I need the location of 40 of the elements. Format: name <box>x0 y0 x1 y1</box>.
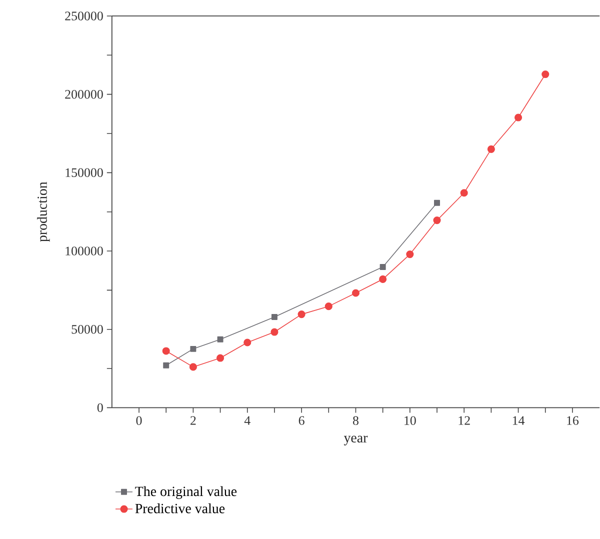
x-tick-label: 10 <box>404 416 416 426</box>
point <box>433 216 441 224</box>
point <box>514 114 522 122</box>
x-tick-label: 14 <box>512 416 525 425</box>
x-tick-label: 8 <box>353 416 358 426</box>
x-axis-title: year <box>344 436 368 446</box>
point <box>324 302 332 310</box>
x-tick-label: 4 <box>244 416 250 425</box>
point <box>271 314 278 320</box>
y-tick-label: 200000 <box>65 90 103 99</box>
point <box>189 363 197 371</box>
y-axis-title: production <box>37 182 50 242</box>
point <box>298 310 306 318</box>
x-tick-label: 12 <box>458 416 470 425</box>
point <box>216 354 224 362</box>
point <box>162 347 170 355</box>
y-tick-label: 50000 <box>72 325 103 334</box>
point <box>244 338 252 346</box>
y-tick-label: 0 <box>97 404 103 412</box>
point <box>163 362 170 369</box>
x-tick-label: 16 <box>567 416 579 426</box>
point <box>380 264 386 270</box>
point <box>434 200 440 206</box>
point <box>460 189 468 197</box>
legend-label: The original value <box>135 486 237 500</box>
point <box>217 336 224 343</box>
x-tick-label: 0 <box>136 416 142 426</box>
point <box>352 289 360 297</box>
legend-label: Predictive value <box>135 504 225 514</box>
point <box>542 70 550 78</box>
y-tick-label: 100000 <box>66 246 103 256</box>
point <box>406 250 414 258</box>
x-tick-label: 6 <box>298 416 304 426</box>
point <box>487 146 495 154</box>
x-tick-label: 2 <box>190 416 196 425</box>
point <box>190 346 196 352</box>
point <box>270 328 278 336</box>
y-tick-label: 250000 <box>65 12 103 21</box>
y-tick-label: 150000 <box>66 168 103 178</box>
point <box>379 276 387 284</box>
